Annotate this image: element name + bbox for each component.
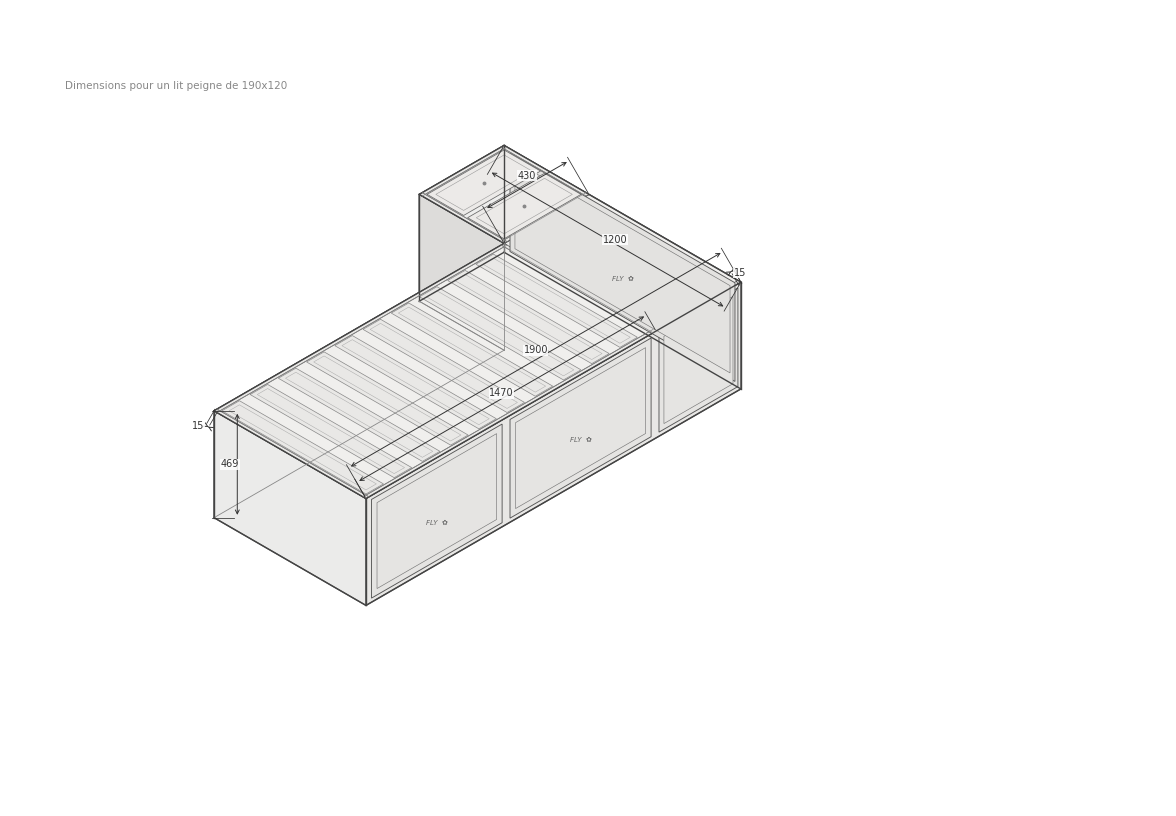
Polygon shape xyxy=(214,243,507,413)
Polygon shape xyxy=(214,194,741,499)
Polygon shape xyxy=(214,409,369,499)
Text: FLY  ✿: FLY ✿ xyxy=(569,437,592,443)
Text: Dimensions pour un lit peigne de 190x120: Dimensions pour un lit peigne de 190x120 xyxy=(65,81,287,91)
Polygon shape xyxy=(505,145,741,389)
Polygon shape xyxy=(483,258,630,344)
Text: 1200: 1200 xyxy=(603,234,627,245)
Polygon shape xyxy=(420,194,505,350)
Polygon shape xyxy=(515,348,646,508)
Polygon shape xyxy=(659,288,737,432)
Polygon shape xyxy=(214,410,366,605)
Polygon shape xyxy=(448,270,609,364)
Polygon shape xyxy=(420,145,507,196)
Polygon shape xyxy=(250,384,412,477)
Polygon shape xyxy=(392,303,553,397)
Polygon shape xyxy=(307,352,468,445)
Polygon shape xyxy=(501,193,589,243)
Text: FLY  ✿: FLY ✿ xyxy=(426,520,448,526)
Polygon shape xyxy=(279,368,440,461)
Polygon shape xyxy=(420,145,589,243)
Polygon shape xyxy=(214,243,505,517)
Polygon shape xyxy=(377,433,496,588)
Polygon shape xyxy=(455,274,602,360)
Polygon shape xyxy=(399,307,546,392)
Polygon shape xyxy=(222,401,383,494)
Polygon shape xyxy=(436,155,532,211)
Polygon shape xyxy=(510,153,735,381)
Polygon shape xyxy=(427,290,574,376)
Polygon shape xyxy=(476,179,573,234)
Polygon shape xyxy=(363,319,524,413)
Text: 1900: 1900 xyxy=(523,345,548,356)
Polygon shape xyxy=(229,405,376,490)
Polygon shape xyxy=(501,243,656,333)
Text: 1470: 1470 xyxy=(489,388,514,398)
Polygon shape xyxy=(258,388,405,473)
Polygon shape xyxy=(501,145,589,196)
Polygon shape xyxy=(335,335,496,429)
Polygon shape xyxy=(372,424,502,598)
Text: 469: 469 xyxy=(221,459,239,469)
Polygon shape xyxy=(314,356,461,441)
Polygon shape xyxy=(363,281,741,499)
Text: 15: 15 xyxy=(734,268,746,277)
Text: 15: 15 xyxy=(192,421,203,431)
Polygon shape xyxy=(515,162,730,373)
Polygon shape xyxy=(427,150,541,215)
Polygon shape xyxy=(366,282,741,605)
Polygon shape xyxy=(420,286,581,380)
Polygon shape xyxy=(664,296,733,424)
Polygon shape xyxy=(420,193,507,243)
Polygon shape xyxy=(286,372,433,457)
Text: 430: 430 xyxy=(517,171,536,180)
Polygon shape xyxy=(370,323,517,409)
Polygon shape xyxy=(510,338,652,518)
Polygon shape xyxy=(468,173,581,239)
Polygon shape xyxy=(420,145,505,301)
Polygon shape xyxy=(476,254,637,348)
Text: FLY  ✿: FLY ✿ xyxy=(612,276,634,282)
Polygon shape xyxy=(342,339,489,424)
